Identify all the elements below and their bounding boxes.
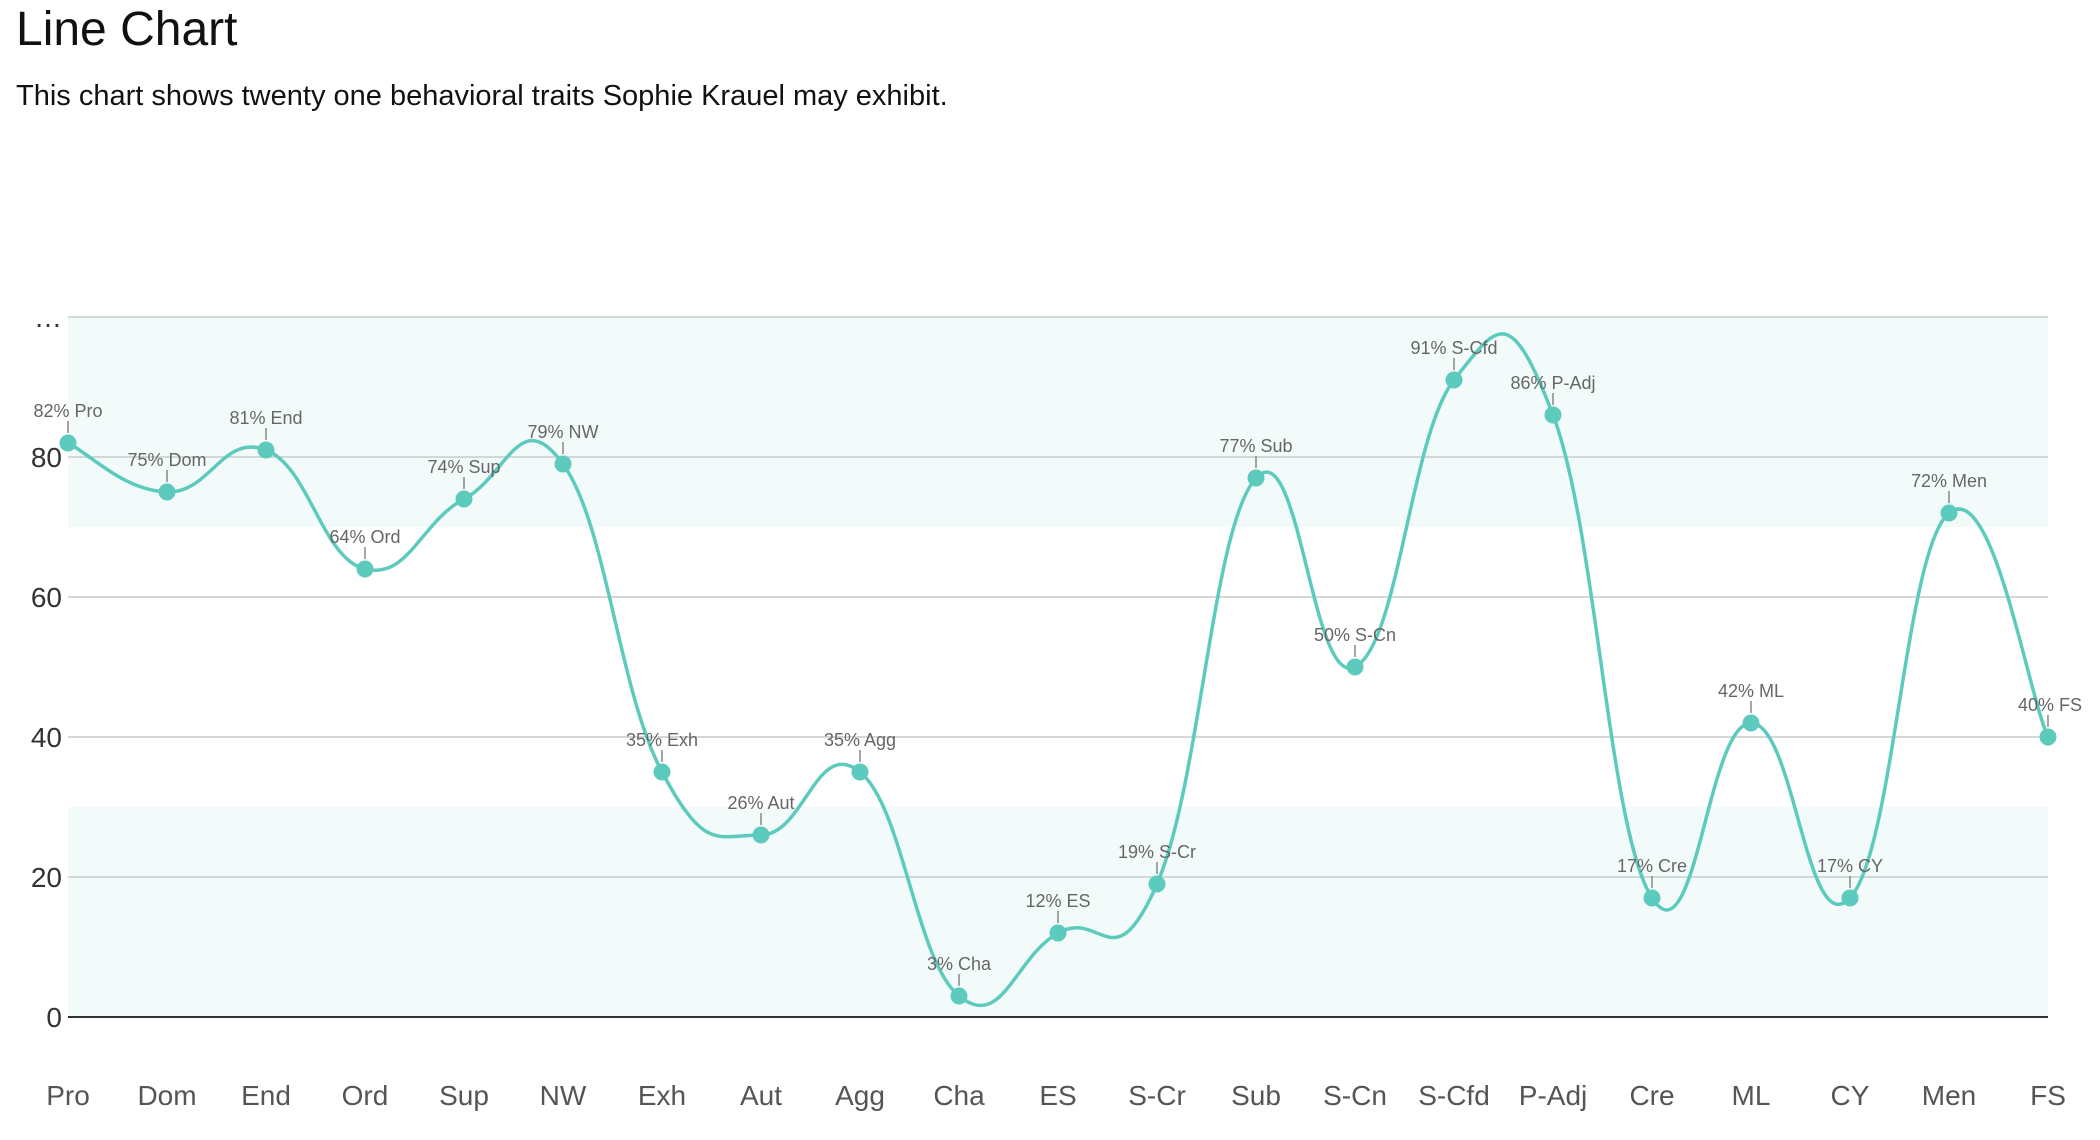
data-label-End: 81% End <box>229 408 302 428</box>
x-tick-label: ML <box>1732 1080 1771 1111</box>
data-label-S-Cr: 19% S-Cr <box>1118 842 1196 862</box>
x-tick-label: Cha <box>933 1080 985 1111</box>
data-label-Men: 72% Men <box>1911 471 1987 491</box>
data-label-Exh: 35% Exh <box>626 730 698 750</box>
y-tick-label: 80 <box>31 442 62 473</box>
data-points <box>59 371 2057 1005</box>
data-point-NW <box>554 455 572 473</box>
x-tick-label: Pro <box>46 1080 90 1111</box>
data-point-Men <box>1940 504 1958 522</box>
data-label-Pro: 82% Pro <box>33 401 102 421</box>
data-point-Cha <box>950 987 968 1005</box>
x-tick-label: FS <box>2030 1080 2066 1111</box>
x-tick-label: P-Adj <box>1519 1080 1587 1111</box>
data-label-Ord: 64% Ord <box>329 527 400 547</box>
data-label-ES: 12% ES <box>1025 891 1090 911</box>
x-tick-label: Sub <box>1231 1080 1281 1111</box>
data-point-S-Cr <box>1148 875 1166 893</box>
data-point-S-Cn <box>1346 658 1364 676</box>
data-point-Dom <box>158 483 176 501</box>
page-description: This chart shows twenty one behavioral t… <box>16 80 948 112</box>
data-label-NW: 79% NW <box>527 422 598 442</box>
y-tick-label: 0 <box>46 1002 62 1033</box>
data-point-Cre <box>1643 889 1661 907</box>
x-tick-label: Men <box>1922 1080 1976 1111</box>
x-tick-label: Cre <box>1629 1080 1674 1111</box>
plot-bands <box>68 317 2048 1017</box>
x-axis-ticks: Pro Dom End Ord Sup NW Exh Aut Agg Cha ES S-Cr Sub S-… <box>46 1080 2066 1111</box>
x-tick-label: NW <box>540 1080 587 1111</box>
data-point-FS <box>2039 728 2057 746</box>
data-labels: 82% Pro 75% Dom 81% End 64% Ord 74% Sup 79% N… <box>33 338 2082 986</box>
data-point-Sup <box>455 490 473 508</box>
x-tick-label: Sup <box>439 1080 489 1111</box>
data-point-Agg <box>851 763 869 781</box>
data-point-P-Adj <box>1544 406 1562 424</box>
data-label-S-Cn: 50% S-Cn <box>1314 625 1396 645</box>
data-label-Sup: 74% Sup <box>427 457 500 477</box>
gridlines <box>68 316 2048 1018</box>
data-label-Sub: 77% Sub <box>1219 436 1292 456</box>
x-tick-label: S-Cfd <box>1418 1080 1490 1111</box>
data-label-FS: 40% FS <box>2018 695 2082 715</box>
data-label-ML: 42% ML <box>1718 681 1784 701</box>
data-point-Ord <box>356 560 374 578</box>
x-tick-label: ES <box>1039 1080 1076 1111</box>
data-label-Cha: 3% Cha <box>927 954 992 974</box>
data-point-End <box>257 441 275 459</box>
y-tick-label: 60 <box>31 582 62 613</box>
x-tick-label: S-Cr <box>1128 1080 1186 1111</box>
data-label-Agg: 35% Agg <box>824 730 896 750</box>
x-tick-label: Exh <box>638 1080 686 1111</box>
x-tick-label: Dom <box>137 1080 196 1111</box>
data-point-Exh <box>653 763 671 781</box>
data-point-Pro <box>59 434 77 452</box>
data-point-S-Cfd <box>1445 371 1463 389</box>
y-tick-label: … <box>34 302 62 333</box>
data-label-Aut: 26% Aut <box>727 793 794 813</box>
x-tick-label: End <box>241 1080 291 1111</box>
x-tick-label: Aut <box>740 1080 782 1111</box>
y-axis-ticks: 0 20 40 60 80 … <box>31 302 62 1033</box>
data-label-Dom: 75% Dom <box>127 450 206 470</box>
x-tick-label: Ord <box>342 1080 389 1111</box>
data-label-CY: 17% CY <box>1817 856 1883 876</box>
data-point-ES <box>1049 924 1067 942</box>
x-tick-label: Agg <box>835 1080 885 1111</box>
data-label-Cre: 17% Cre <box>1617 856 1687 876</box>
plot-band-1 <box>68 317 2048 527</box>
data-label-P-Adj: 86% P-Adj <box>1510 373 1595 393</box>
page-title: Line Chart <box>16 3 238 56</box>
data-point-Aut <box>752 826 770 844</box>
x-tick-label: CY <box>1831 1080 1870 1111</box>
data-point-ML <box>1742 714 1760 732</box>
data-point-Sub <box>1247 469 1265 487</box>
x-tick-label: S-Cn <box>1323 1080 1387 1111</box>
y-tick-label: 40 <box>31 722 62 753</box>
data-point-CY <box>1841 889 1859 907</box>
data-label-S-Cfd: 91% S-Cfd <box>1410 338 1497 358</box>
y-tick-label: 20 <box>31 862 62 893</box>
